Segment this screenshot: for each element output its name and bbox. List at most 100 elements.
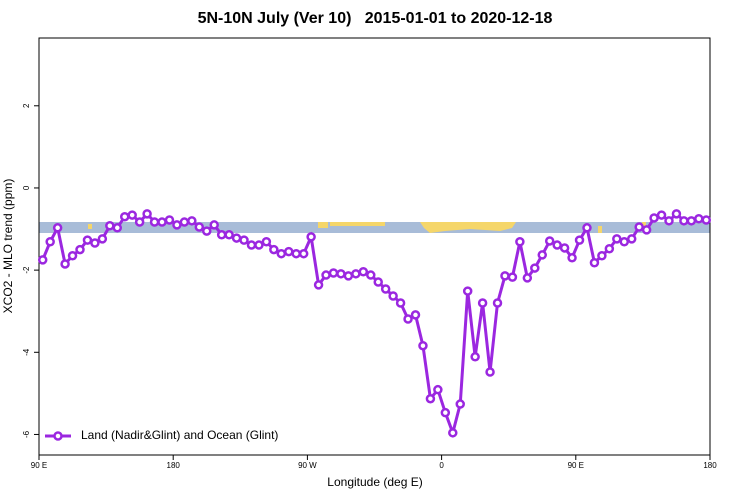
data-point xyxy=(75,244,85,255)
data-point xyxy=(395,298,406,308)
data-point xyxy=(187,216,197,226)
land-patch xyxy=(318,222,328,228)
data-point xyxy=(119,211,130,222)
data-point xyxy=(45,237,55,247)
data-point xyxy=(694,214,704,224)
data-point xyxy=(67,250,78,261)
data-point xyxy=(530,263,540,273)
data-point xyxy=(179,217,190,227)
data-point xyxy=(134,217,145,227)
data-point xyxy=(127,210,137,220)
data-point xyxy=(448,428,458,438)
land-patch xyxy=(598,226,602,233)
chart-title: 5N-10N July (Ver 10) 2015-01-01 to 2020-… xyxy=(198,10,553,27)
data-point xyxy=(373,277,383,287)
data-point xyxy=(306,232,316,242)
x-tick-label: 180 xyxy=(703,461,717,470)
y-tick-label: -2 xyxy=(22,266,31,274)
data-point xyxy=(440,407,451,418)
data-point xyxy=(336,269,346,279)
data-point xyxy=(254,240,264,250)
data-point xyxy=(418,340,428,351)
data-point xyxy=(157,217,167,227)
data-point xyxy=(544,236,555,246)
data-point xyxy=(507,272,518,282)
data-point xyxy=(455,399,465,409)
data-point xyxy=(202,226,212,236)
data-point xyxy=(477,298,488,308)
y-tick-label: -6 xyxy=(22,430,31,438)
legend-entry: Land (Nadir&Glint) and Ocean (Glint) xyxy=(45,428,278,442)
data-point xyxy=(216,230,227,240)
legend-label: Land (Nadir&Glint) and Ocean (Glint) xyxy=(81,428,278,442)
data-point xyxy=(380,284,391,294)
x-tick-label: 0 xyxy=(439,461,444,470)
data-point xyxy=(567,253,577,263)
land-patch xyxy=(330,222,385,226)
data-point xyxy=(246,240,257,250)
data-point xyxy=(313,280,324,290)
data-point xyxy=(656,210,667,220)
data-point xyxy=(619,237,630,247)
plot-frame xyxy=(38,37,711,456)
data-point xyxy=(634,222,644,232)
data-point xyxy=(149,217,160,227)
data-point xyxy=(626,234,637,244)
data-point xyxy=(403,314,413,324)
data-point xyxy=(90,238,100,248)
data-point xyxy=(358,267,369,277)
data-point xyxy=(321,270,331,280)
data-point xyxy=(261,237,272,247)
y-tick-label: 0 xyxy=(22,185,31,190)
data-point xyxy=(366,270,376,280)
data-point xyxy=(604,244,615,254)
data-point xyxy=(388,291,398,301)
data-point xyxy=(97,234,108,244)
data-point xyxy=(559,243,570,253)
data-point xyxy=(269,244,279,255)
data-point xyxy=(671,209,682,219)
x-tick-label: 90 W xyxy=(298,461,317,470)
data-point xyxy=(552,240,562,250)
data-point xyxy=(515,237,525,247)
data-point xyxy=(597,250,607,261)
data-point xyxy=(410,310,421,320)
data-point xyxy=(433,384,443,395)
data-point xyxy=(112,223,123,233)
data-point xyxy=(574,235,585,245)
data-point xyxy=(328,268,339,278)
data-point xyxy=(500,271,510,281)
data-point xyxy=(679,216,689,226)
data-point xyxy=(470,352,480,362)
data-point xyxy=(231,233,242,243)
land-patch xyxy=(642,222,646,227)
data-point xyxy=(492,298,503,308)
data-point xyxy=(142,209,152,219)
surface-band xyxy=(39,222,710,233)
data-point xyxy=(582,223,592,233)
data-point xyxy=(224,230,234,240)
data-point xyxy=(522,273,533,283)
data-point xyxy=(641,225,652,235)
x-tick-label: 90 E xyxy=(568,461,584,470)
data-point xyxy=(485,367,495,377)
data-point xyxy=(164,215,175,225)
data-point xyxy=(105,221,115,231)
data-point xyxy=(425,393,436,404)
data-point xyxy=(343,271,354,281)
legend-swatch-point xyxy=(53,431,63,441)
ocean-band xyxy=(39,222,710,233)
y-axis-label: XCO2 - MLO trend (ppm) xyxy=(1,179,15,314)
data-point xyxy=(298,248,309,259)
data-point xyxy=(351,269,361,279)
y-tick-label: 2 xyxy=(22,103,31,108)
x-tick-label: 180 xyxy=(167,461,181,470)
x-tick-label: 90 E xyxy=(31,461,47,470)
data-point xyxy=(194,222,205,232)
data-point xyxy=(52,223,63,233)
data-point xyxy=(589,257,600,268)
data-point xyxy=(537,250,547,260)
data-point xyxy=(462,286,473,296)
